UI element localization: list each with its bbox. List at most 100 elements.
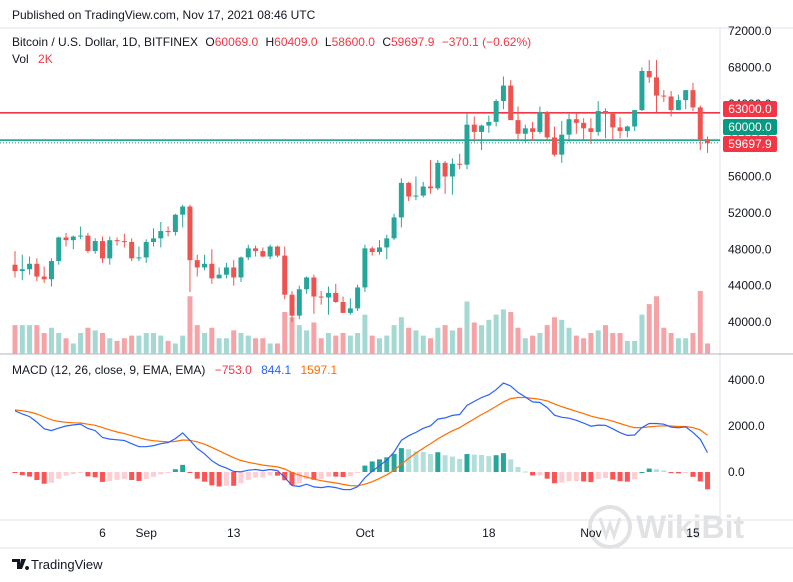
high-label: H	[265, 35, 274, 49]
candle-body	[420, 186, 426, 196]
volume-bar	[304, 330, 310, 354]
candle-body	[231, 267, 237, 278]
candle-body	[85, 235, 91, 252]
macd-histogram-bar	[187, 472, 193, 473]
macd-histogram-bar	[296, 472, 302, 484]
volume-bar	[165, 340, 171, 354]
volume-bar	[180, 335, 186, 354]
candle-body	[333, 292, 339, 302]
candles	[12, 60, 711, 322]
macd-histogram-bar	[260, 472, 266, 478]
volume-bar	[362, 314, 368, 354]
macd-histogram-bar	[690, 472, 696, 477]
macd-histogram-bar	[267, 472, 273, 476]
candle-body	[70, 236, 76, 241]
svg-text:Bitcoin / U.S. Dollar, 1D, BIT: Bitcoin / U.S. Dollar, 1D, BITFINEX O600…	[12, 35, 531, 49]
macd-histogram-bar	[654, 469, 660, 472]
candle-body	[479, 125, 485, 132]
volume-bar	[56, 333, 62, 354]
candle-body	[595, 111, 601, 132]
candle-body	[617, 127, 623, 132]
macd-histogram-bar	[304, 472, 310, 480]
macd-hist-value: −753.0	[215, 363, 252, 377]
volume-bar	[508, 312, 514, 354]
candle-body	[318, 296, 324, 298]
volume-bar	[209, 327, 215, 354]
svg-text:MACD (12, 26, close, 9, EMA, E: MACD (12, 26, close, 9, EMA, EMA) −753.0…	[12, 363, 338, 377]
macd-histogram-bar	[581, 472, 587, 482]
macd-histogram-bar	[530, 472, 536, 476]
time-tick-label: 18	[482, 526, 496, 540]
brand-text: TradingView	[31, 557, 103, 572]
volume-bar	[121, 338, 127, 354]
macd-histogram-bar	[41, 472, 47, 484]
tradingview-logo[interactable]: TradingView	[12, 557, 103, 572]
candle-body	[19, 269, 25, 272]
macd-histogram-bar	[56, 472, 62, 479]
volume-bar	[493, 314, 499, 354]
candle-body	[48, 261, 54, 280]
candle-body	[325, 292, 331, 298]
price-tick-label: 56000.0	[728, 170, 772, 184]
candle-body	[27, 263, 33, 270]
macd-histogram-bar	[340, 472, 346, 478]
macd-histogram-bar	[333, 472, 339, 477]
macd-lines	[14, 382, 709, 491]
volume-bar	[384, 335, 390, 354]
macd-title: MACD (12, 26, close, 9, EMA, EMA)	[12, 363, 205, 377]
macd-histogram-bar	[697, 472, 703, 482]
macd-histogram-bar	[457, 458, 463, 472]
volume-bar	[253, 338, 259, 354]
macd-histogram-bar	[551, 472, 557, 484]
volume-bar	[289, 317, 295, 354]
candle-body	[610, 113, 616, 128]
macd-histogram-bar	[705, 472, 711, 490]
candle-body	[187, 206, 193, 261]
macd-histogram-bar	[231, 472, 237, 486]
macd-histogram-bar	[216, 472, 222, 487]
macd-histogram-bar	[78, 472, 84, 474]
volume-bar	[325, 333, 331, 354]
macd-histogram-bar	[347, 472, 353, 477]
volume-bar	[522, 338, 528, 354]
macd-histogram-bar	[223, 472, 229, 486]
volume-bar	[471, 322, 477, 354]
candle-body	[369, 248, 375, 252]
volume-bar	[457, 327, 463, 354]
macd-histogram-bar	[136, 472, 142, 481]
price-tick-label: 48000.0	[728, 242, 772, 256]
volume-bar	[428, 338, 434, 354]
volume-bar	[690, 333, 696, 354]
price-label-60000: 60000.0	[723, 119, 777, 135]
candle-body	[537, 111, 543, 132]
volume-bar	[515, 327, 521, 354]
volume-bar	[158, 335, 164, 354]
volume-bar	[355, 333, 361, 354]
candle-body	[413, 195, 419, 197]
macd-histogram-bar	[391, 453, 397, 472]
macd-histogram-bar	[500, 453, 506, 472]
time-tick-label: 6	[99, 526, 106, 540]
time-tick-label: Sep	[136, 526, 158, 540]
candle-body	[639, 71, 645, 111]
volume-bar	[27, 325, 33, 354]
candle-body	[471, 124, 477, 132]
macd-histogram-bar	[435, 452, 441, 472]
candle-body	[406, 182, 412, 197]
candle-body	[253, 248, 259, 252]
volume-bar	[602, 325, 608, 354]
volume-bar	[187, 296, 193, 354]
candle-body	[92, 241, 98, 252]
candle-body	[121, 241, 127, 243]
macd-histogram-bar	[325, 472, 331, 477]
macd-histogram-bar	[602, 472, 608, 478]
volume-bar	[573, 335, 579, 354]
candle-body	[180, 206, 186, 215]
volume-bar	[595, 330, 601, 354]
candle-body	[12, 264, 18, 272]
vol-label: Vol	[12, 52, 29, 66]
candle-body	[260, 251, 266, 257]
macd-tick-label: 0.0	[728, 465, 745, 479]
candle-body	[355, 287, 361, 309]
